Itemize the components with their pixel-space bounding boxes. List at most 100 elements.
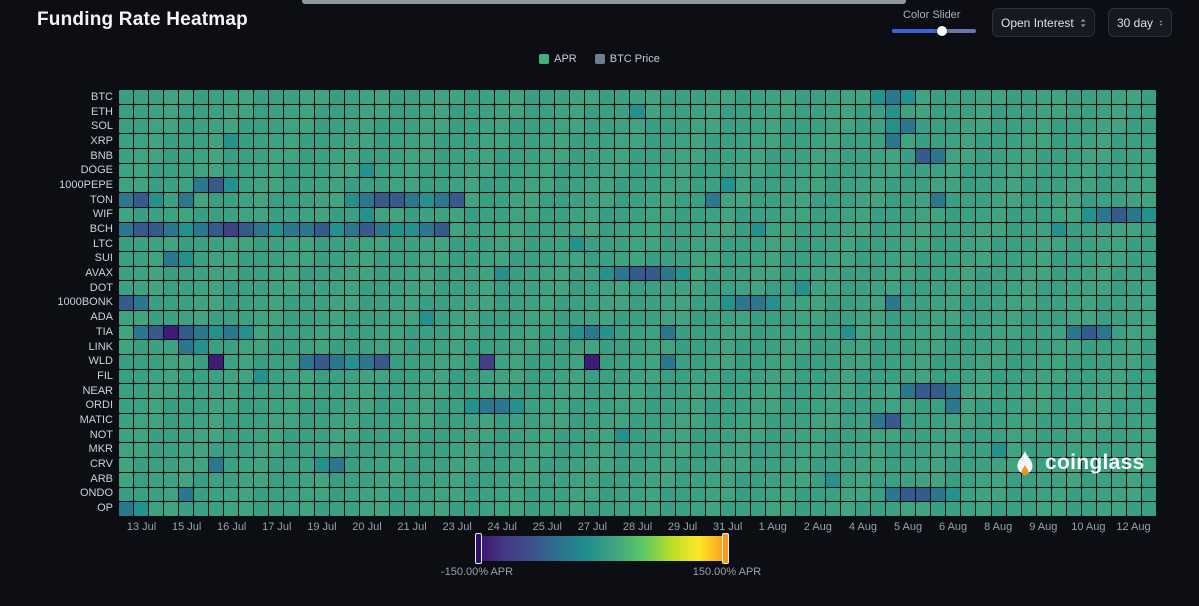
heatmap-cell[interactable]: [1126, 443, 1141, 458]
heatmap-cell[interactable]: [795, 458, 810, 472]
heatmap-cell[interactable]: [735, 119, 750, 134]
heatmap-cell[interactable]: [856, 355, 871, 369]
heatmap-cell[interactable]: [1081, 251, 1096, 266]
heatmap-cell[interactable]: [780, 281, 795, 296]
heatmap-cell[interactable]: [374, 104, 389, 119]
heatmap-cell[interactable]: [284, 487, 299, 502]
heatmap-cell[interactable]: [690, 399, 705, 413]
heatmap-cell[interactable]: [404, 178, 419, 193]
heatmap-cell[interactable]: [585, 134, 600, 148]
heatmap-cell[interactable]: [720, 413, 735, 428]
heatmap-cell[interactable]: [224, 251, 239, 266]
heatmap-cell[interactable]: [525, 325, 540, 340]
heatmap-cell[interactable]: [555, 207, 570, 222]
heatmap-cell[interactable]: [645, 310, 660, 325]
heatmap-cell[interactable]: [434, 178, 449, 193]
heatmap-cell[interactable]: [464, 502, 480, 516]
heatmap-cell[interactable]: [1036, 207, 1051, 222]
heatmap-cell[interactable]: [1006, 384, 1021, 399]
heatmap-cell[interactable]: [841, 193, 856, 207]
heatmap-cell[interactable]: [991, 90, 1006, 104]
heatmap-cell[interactable]: [720, 266, 735, 281]
heatmap-cell[interactable]: [495, 148, 510, 163]
heatmap-cell[interactable]: [750, 296, 765, 310]
heatmap-cell[interactable]: [690, 237, 705, 251]
heatmap-cell[interactable]: [1096, 90, 1111, 104]
heatmap-cell[interactable]: [630, 458, 645, 472]
heatmap-cell[interactable]: [149, 355, 164, 369]
heatmap-cell[interactable]: [254, 266, 269, 281]
heatmap-cell[interactable]: [856, 428, 871, 443]
heatmap-cell[interactable]: [254, 222, 269, 237]
open-interest-select[interactable]: Open Interest: [992, 8, 1095, 37]
heatmap-cell[interactable]: [404, 193, 419, 207]
heatmap-cell[interactable]: [209, 178, 224, 193]
heatmap-cell[interactable]: [916, 355, 931, 369]
heatmap-cell[interactable]: [946, 369, 961, 384]
heatmap-cell[interactable]: [810, 355, 826, 369]
heatmap-cell[interactable]: [645, 207, 660, 222]
heatmap-cell[interactable]: [555, 502, 570, 516]
heatmap-cell[interactable]: [449, 90, 464, 104]
heatmap-cell[interactable]: [841, 502, 856, 516]
heatmap-cell[interactable]: [991, 178, 1006, 193]
heatmap-cell[interactable]: [224, 472, 239, 487]
heatmap-cell[interactable]: [134, 119, 149, 134]
heatmap-cell[interactable]: [464, 443, 480, 458]
heatmap-cell[interactable]: [1036, 502, 1051, 516]
heatmap-cell[interactable]: [810, 237, 826, 251]
heatmap-cell[interactable]: [374, 266, 389, 281]
heatmap-cell[interactable]: [254, 207, 269, 222]
heatmap-cell[interactable]: [344, 443, 359, 458]
heatmap-cell[interactable]: [299, 104, 314, 119]
heatmap-cell[interactable]: [886, 104, 901, 119]
heatmap-cell[interactable]: [269, 428, 284, 443]
heatmap-cell[interactable]: [299, 384, 314, 399]
heatmap-cell[interactable]: [1066, 355, 1081, 369]
heatmap-cell[interactable]: [645, 413, 660, 428]
heatmap-cell[interactable]: [705, 207, 720, 222]
heatmap-cell[interactable]: [269, 443, 284, 458]
heatmap-cell[interactable]: [134, 251, 149, 266]
heatmap-cell[interactable]: [254, 443, 269, 458]
heatmap-cell[interactable]: [1036, 251, 1051, 266]
heatmap-cell[interactable]: [314, 413, 329, 428]
heatmap-cell[interactable]: [314, 237, 329, 251]
heatmap-cell[interactable]: [269, 472, 284, 487]
heatmap-cell[interactable]: [585, 340, 600, 355]
heatmap-cell[interactable]: [525, 458, 540, 472]
heatmap-cell[interactable]: [119, 148, 134, 163]
heatmap-cell[interactable]: [946, 281, 961, 296]
heatmap-cell[interactable]: [826, 222, 841, 237]
heatmap-cell[interactable]: [1096, 310, 1111, 325]
heatmap-cell[interactable]: [134, 222, 149, 237]
heatmap-cell[interactable]: [449, 399, 464, 413]
heatmap-cell[interactable]: [1111, 340, 1126, 355]
heatmap-cell[interactable]: [645, 502, 660, 516]
heatmap-cell[interactable]: [495, 296, 510, 310]
heatmap-cell[interactable]: [254, 369, 269, 384]
heatmap-cell[interactable]: [540, 281, 555, 296]
heatmap-cell[interactable]: [1021, 134, 1036, 148]
heatmap-cell[interactable]: [600, 119, 615, 134]
heatmap-cell[interactable]: [780, 355, 795, 369]
heatmap-cell[interactable]: [224, 178, 239, 193]
heatmap-cell[interactable]: [961, 413, 976, 428]
heatmap-cell[interactable]: [795, 148, 810, 163]
heatmap-cell[interactable]: [600, 443, 615, 458]
heatmap-cell[interactable]: [239, 502, 254, 516]
heatmap-cell[interactable]: [901, 296, 916, 310]
heatmap-cell[interactable]: [480, 104, 495, 119]
heatmap-cell[interactable]: [765, 266, 780, 281]
heatmap-cell[interactable]: [901, 487, 916, 502]
heatmap-cell[interactable]: [480, 310, 495, 325]
heatmap-cell[interactable]: [239, 104, 254, 119]
heatmap-cell[interactable]: [750, 207, 765, 222]
heatmap-cell[interactable]: [555, 310, 570, 325]
heatmap-cell[interactable]: [841, 384, 856, 399]
heatmap-cell[interactable]: [675, 119, 690, 134]
heatmap-cell[interactable]: [1111, 134, 1126, 148]
heatmap-cell[interactable]: [1126, 325, 1141, 340]
heatmap-cell[interactable]: [841, 296, 856, 310]
heatmap-cell[interactable]: [705, 325, 720, 340]
